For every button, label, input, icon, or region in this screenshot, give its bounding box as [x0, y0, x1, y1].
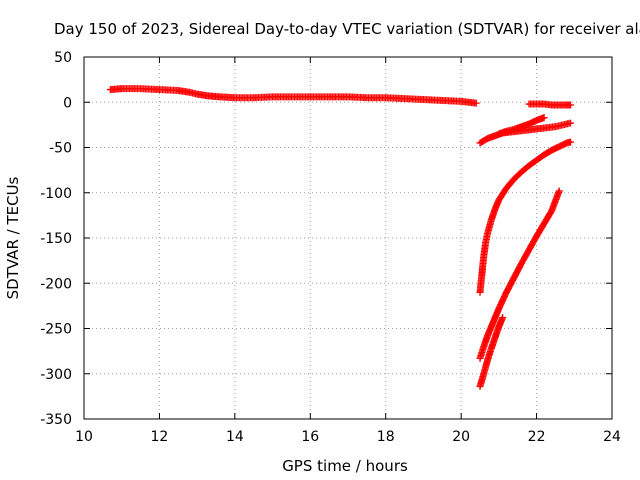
data-point: [567, 101, 575, 109]
grid: [83, 56, 613, 420]
data-point: [472, 99, 480, 107]
x-tick-label: 20: [452, 429, 470, 445]
y-tick-label: -200: [40, 276, 72, 292]
x-tick-label: 10: [75, 429, 93, 445]
tick-labels: 10 12 14 16 18 20 22 24 50 0 -50 -100 -150 -200 -250 -3…: [40, 50, 621, 445]
data-point: [567, 119, 575, 127]
x-axis-label: GPS time / hours: [282, 457, 408, 475]
x-tick-label: 24: [603, 429, 621, 445]
y-tick-label: -50: [49, 141, 72, 157]
y-tick-label: 0: [63, 95, 72, 111]
chart-title: Day 150 of 2023, Sidereal Day-to-day VTE…: [54, 20, 640, 38]
y-tick-label: -150: [40, 231, 72, 247]
data-point: [567, 138, 575, 146]
x-tick-label: 22: [528, 429, 546, 445]
data-point: [555, 187, 563, 195]
data-points: [106, 85, 575, 390]
y-tick-label: -100: [40, 186, 72, 202]
y-axis-label: SDTVAR / TECUs: [4, 176, 22, 299]
x-tick-label: 12: [151, 429, 169, 445]
data-point: [499, 314, 507, 322]
y-tick-label: 50: [54, 50, 72, 66]
y-tick-label: -350: [40, 412, 72, 428]
y-tick-label: -250: [40, 322, 72, 338]
x-tick-label: 14: [226, 429, 244, 445]
x-tick-label: 18: [377, 429, 395, 445]
data-point: [540, 114, 548, 122]
y-tick-label: -300: [40, 367, 72, 383]
x-tick-label: 16: [301, 429, 319, 445]
